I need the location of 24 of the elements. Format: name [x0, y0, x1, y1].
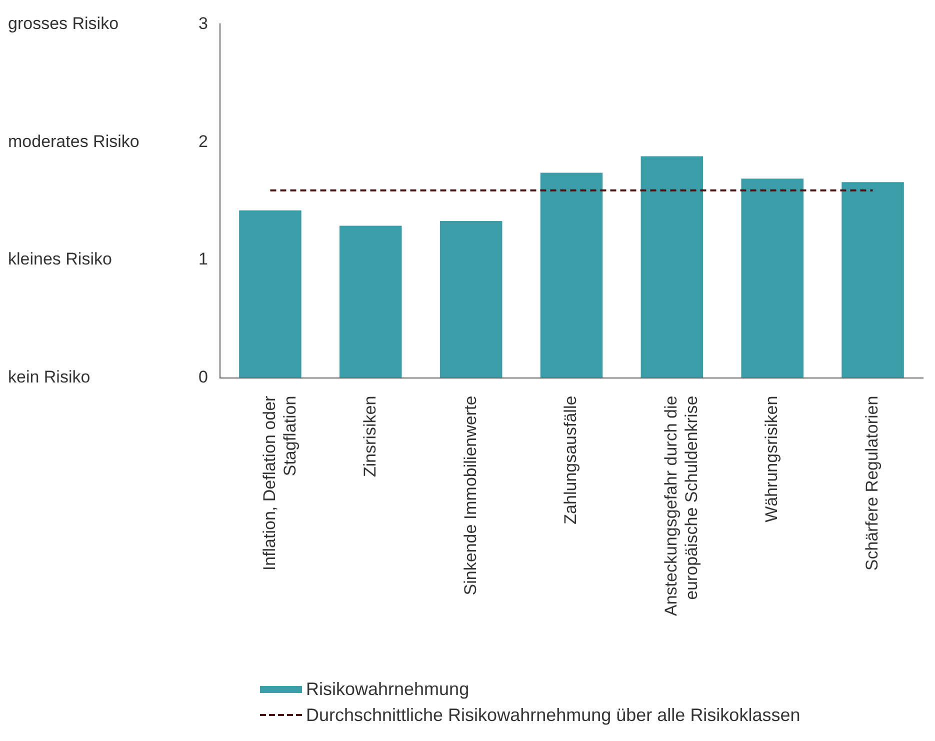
text: kein Risiko [8, 367, 90, 386]
x-tick-label: Inflation, Deflation oder Stagflation [260, 395, 300, 571]
text: moderates Risiko [8, 132, 140, 151]
x-tick-label: Zinsrisiken [360, 396, 380, 478]
text: kleines Risiko [8, 250, 112, 269]
y-tick-label: 1 [198, 250, 208, 269]
legend-label: Durchschnittliche Risikowahrnehmung über alle Risikoklassen [306, 704, 800, 727]
bar [239, 210, 302, 378]
bar [440, 221, 502, 378]
x-tick-label: Ansteckungsgefahr durch die europäische Schuldenkrise [662, 396, 702, 616]
bar [640, 156, 704, 378]
y-tick-label: 3 [198, 14, 208, 33]
x-tick-label: Währungsrisiken [762, 396, 782, 522]
y-tick-label: 2 [198, 132, 208, 151]
y-tick-label: 0 [198, 367, 208, 386]
x-tick-label: Schärfere Regulatorien [862, 396, 882, 571]
x-tick-label: Zahlungsausfälle [561, 396, 580, 524]
bar [540, 172, 603, 378]
legend-label: Risikowahrnehmung [306, 678, 470, 701]
bar [340, 226, 402, 378]
x-tick-label: Sinkende Immobilienwerte [460, 396, 480, 596]
bar [741, 178, 804, 378]
bar [842, 182, 904, 378]
text: grosses Risiko [8, 14, 119, 33]
